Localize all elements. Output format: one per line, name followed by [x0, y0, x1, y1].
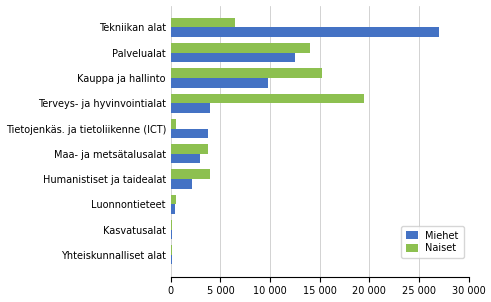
Bar: [171, 129, 208, 138]
Bar: [171, 220, 172, 230]
Bar: [171, 18, 235, 27]
Bar: [171, 154, 199, 163]
Bar: [171, 119, 176, 129]
Legend: Miehet, Naiset: Miehet, Naiset: [401, 226, 464, 258]
Bar: [171, 53, 295, 62]
Bar: [171, 230, 172, 239]
Bar: [171, 68, 322, 78]
Bar: [171, 169, 211, 179]
Bar: [171, 195, 176, 204]
Bar: [171, 27, 439, 37]
Bar: [171, 78, 268, 88]
Bar: [171, 94, 364, 103]
Bar: [171, 204, 175, 214]
Bar: [171, 144, 208, 154]
Bar: [171, 103, 211, 113]
Bar: [171, 179, 191, 189]
Bar: [171, 43, 310, 53]
